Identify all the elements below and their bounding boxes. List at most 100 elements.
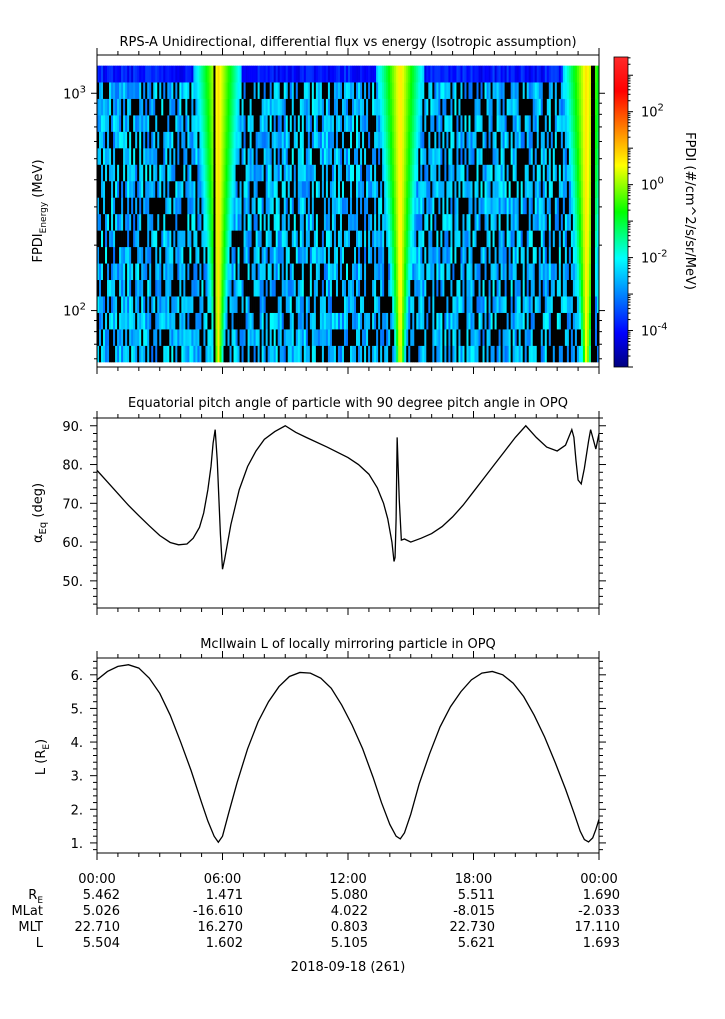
spectrogram-cell <box>109 147 112 165</box>
spectrogram-cell <box>436 345 439 363</box>
spectrogram-cell <box>211 263 214 281</box>
spectrogram-cell <box>524 82 528 99</box>
spectrogram-cell <box>343 65 347 83</box>
spectrogram-cell <box>297 115 301 132</box>
spectrogram-cell <box>145 164 148 182</box>
spectrogram-cell <box>157 296 160 313</box>
spectrogram-cell <box>133 197 136 215</box>
spectrogram-cell <box>295 197 299 215</box>
spectrogram-cell <box>560 180 564 198</box>
spectrogram-cell <box>442 65 445 83</box>
spectrogram-cell <box>103 82 106 99</box>
spectrogram-cell <box>143 246 146 264</box>
spectrogram-cell <box>289 164 293 182</box>
spectrogram-cell <box>121 180 124 198</box>
spectrogram-cell <box>303 197 307 215</box>
spectrogram-cell <box>364 115 367 132</box>
spectrogram-cell <box>376 345 379 363</box>
spectrogram-cell <box>233 65 236 83</box>
spectrogram-cell <box>460 213 463 231</box>
spectrogram-cell <box>179 147 182 165</box>
spectrogram-cell <box>416 329 419 346</box>
spectrogram-cell <box>568 115 572 132</box>
spectrogram-cell <box>492 131 495 149</box>
spectrogram-cell <box>484 197 487 215</box>
spectrogram-cell <box>502 164 505 182</box>
spectrogram-cell <box>247 329 250 346</box>
spectrogram-cell <box>390 65 393 83</box>
spectrogram-cell <box>554 164 558 182</box>
spectrogram-cell <box>195 312 198 330</box>
spectrogram-cell <box>343 164 347 182</box>
spectrogram-cell <box>402 131 405 149</box>
spectrogram-cell <box>586 180 590 198</box>
spectrogram-cell <box>121 279 124 297</box>
spectrogram-cell <box>362 65 365 83</box>
spectrogram-cell <box>370 230 373 248</box>
spectrogram-cell <box>331 230 335 248</box>
spectrogram-cell <box>390 164 393 182</box>
spectrogram-cell <box>205 230 208 248</box>
spectrogram-cell <box>536 263 540 281</box>
spectrogram-cell <box>155 147 158 165</box>
spectrogram-cell <box>410 180 413 198</box>
spectrogram-cell <box>101 296 104 313</box>
spectrogram-cell <box>438 213 441 231</box>
spectrogram-cell <box>498 164 501 182</box>
spectrogram-cell <box>123 180 126 198</box>
spectrogram-cell <box>558 164 562 182</box>
spectrogram-cell <box>259 312 263 330</box>
spectrogram-cell <box>374 329 377 346</box>
spectrogram-cell <box>211 98 214 116</box>
spectrogram-cell <box>201 263 204 281</box>
spectrogram-cell <box>462 115 465 132</box>
spectrogram-cell <box>348 115 351 132</box>
spectrogram-cell <box>546 197 550 215</box>
spectrogram-cell <box>291 65 295 83</box>
spectrogram-cell <box>159 82 162 99</box>
spectrogram-cell <box>428 115 431 132</box>
spectrogram-cell <box>205 180 208 198</box>
spectrogram-cell <box>382 246 385 264</box>
spectrogram-cell <box>213 312 216 330</box>
spectrogram-cell <box>293 164 297 182</box>
spectrogram-cell <box>492 263 495 281</box>
spectrogram-cell <box>472 213 475 231</box>
spectrogram-cell <box>484 345 487 363</box>
spectrogram-cell <box>193 98 196 116</box>
spectrogram-cell <box>352 65 355 83</box>
spectrogram-cell <box>430 329 433 346</box>
spectrogram-cell <box>227 213 230 231</box>
spectrogram-cell <box>362 164 365 182</box>
spectrogram-cell <box>448 312 451 330</box>
spectrogram-cell <box>432 131 435 149</box>
spectrogram-cell <box>165 263 168 281</box>
spectrogram-cell <box>281 180 285 198</box>
spectrogram-cell <box>526 115 530 132</box>
spectrogram-cell <box>430 115 433 132</box>
spectrogram-cell <box>235 131 238 149</box>
spectrogram-cell <box>372 197 375 215</box>
spectrogram-cell <box>388 213 391 231</box>
spectrogram-cell <box>522 98 526 116</box>
spectrogram-cell <box>558 213 562 231</box>
spectrogram-cell <box>500 65 503 83</box>
spectrogram-cell <box>189 312 192 330</box>
spectrogram-cell <box>488 213 491 231</box>
spectrogram-cell <box>582 197 586 215</box>
spectrogram-cell <box>404 65 407 83</box>
spectrogram-cell <box>594 329 598 346</box>
spectrogram-cell <box>418 230 421 248</box>
spectrogram-cell <box>279 164 283 182</box>
spectrogram-cell <box>536 213 540 231</box>
spectrogram-cell <box>303 329 307 346</box>
spectrogram-cell <box>354 329 357 346</box>
spectrogram-cell <box>147 279 150 297</box>
spectrogram-cell <box>524 115 528 132</box>
spectrogram-cell <box>181 345 184 363</box>
spectrogram-cell <box>329 115 333 132</box>
spectrogram-cell <box>227 65 230 83</box>
spectrogram-cell <box>149 82 152 99</box>
spectrogram-cell <box>255 230 258 248</box>
spectrogram-cell <box>157 82 160 99</box>
